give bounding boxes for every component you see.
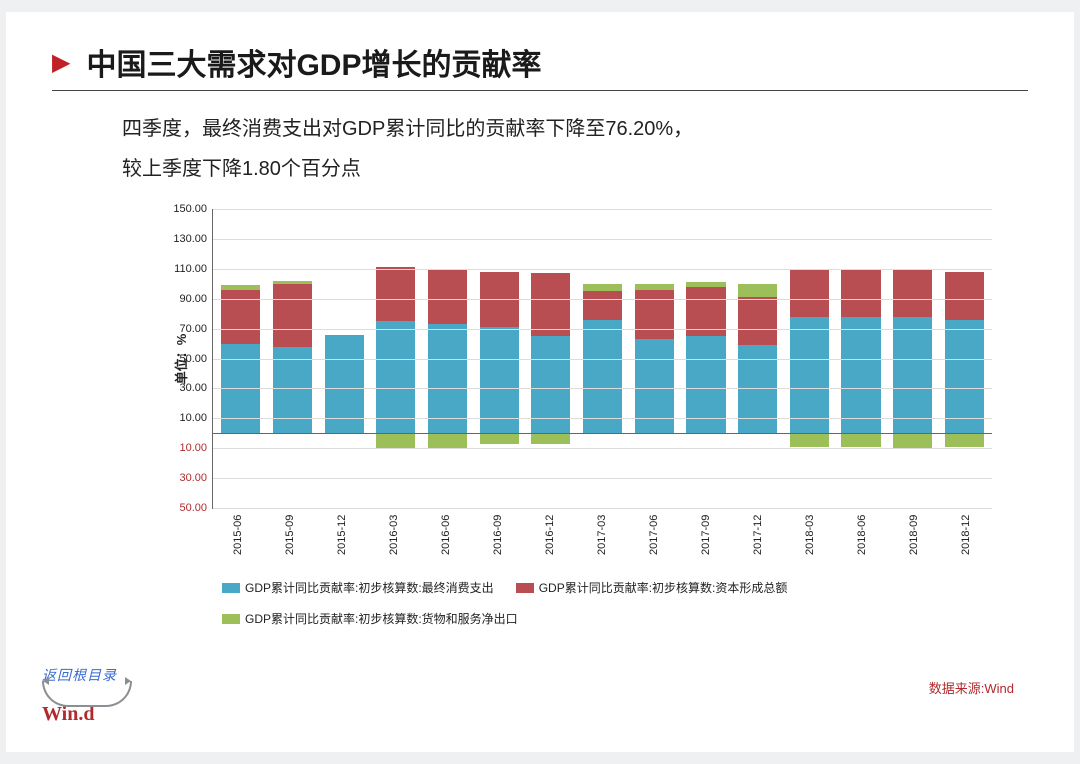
- y-tick-label: 50.00: [167, 502, 207, 514]
- body-line-2: 较上季度下降1.80个百分点: [122, 149, 1028, 189]
- y-tick-label: 130.00: [167, 233, 207, 245]
- page-title: 中国三大需求对GDP增长的贡献率: [86, 40, 541, 84]
- stacked-bar-chart: 单位：% 150.00130.00110.0090.0070.0050.0030…: [212, 209, 992, 509]
- bar-segment-netexport: [376, 433, 415, 448]
- bar-segment-consumption: [376, 321, 415, 433]
- bar-segment-capital: [635, 290, 674, 339]
- bar-segment-capital: [893, 269, 932, 317]
- legend-swatch-icon: [516, 583, 534, 593]
- bar-segment-capital: [790, 270, 829, 316]
- legend-swatch-icon: [222, 583, 240, 593]
- bar-segment-consumption: [893, 317, 932, 434]
- x-tick-label: 2016-09: [472, 513, 524, 569]
- x-tick-label: 2015-06: [212, 513, 264, 569]
- x-tick-label: 2018-03: [784, 513, 836, 569]
- legend-item-netexport: GDP累计同比贡献率:初步核算数:货物和服务净出口: [222, 610, 518, 627]
- y-tick-label: 30.00: [167, 472, 207, 484]
- gridline: [213, 269, 992, 270]
- bar-segment-capital: [841, 270, 880, 316]
- bar-segment-netexport: [531, 433, 570, 443]
- x-tick-label: 2018-06: [836, 513, 888, 569]
- bar-segment-netexport: [790, 433, 829, 446]
- y-tick-label: 150.00: [167, 203, 207, 215]
- gridline: [213, 418, 992, 419]
- body-text: 四季度，最终消费支出对GDP累计同比的贡献率下降至76.20%， 较上季度下降1…: [122, 109, 1028, 189]
- legend-item-consumption: GDP累计同比贡献率:初步核算数:最终消费支出: [222, 579, 494, 596]
- bar-segment-netexport: [428, 433, 467, 448]
- gridline: [213, 209, 992, 210]
- y-tick-label: 90.00: [167, 293, 207, 305]
- gridline: [213, 329, 992, 330]
- bar-segment-consumption: [428, 324, 467, 433]
- bar-segment-consumption: [790, 317, 829, 434]
- y-tick-label: 10.00: [167, 412, 207, 424]
- bar-segment-netexport: [893, 433, 932, 448]
- bar-segment-netexport: [273, 281, 312, 284]
- bar-segment-netexport: [635, 284, 674, 290]
- triangle-bullet-icon: ▶: [52, 48, 70, 77]
- bar-segment-netexport: [583, 284, 622, 291]
- x-tick-label: 2018-12: [940, 513, 992, 569]
- x-tick-label: 2015-12: [316, 513, 368, 569]
- bar-segment-capital: [428, 269, 467, 324]
- x-tick-label: 2015-09: [264, 513, 316, 569]
- x-tick-label: 2018-09: [888, 513, 940, 569]
- y-tick-label: 50.00: [167, 353, 207, 365]
- bar-segment-netexport: [480, 433, 519, 443]
- bar-segment-consumption: [945, 320, 984, 434]
- bar-segment-consumption: [583, 320, 622, 434]
- bar-segment-netexport: [738, 284, 777, 297]
- legend-item-capital: GDP累计同比贡献率:初步核算数:资本形成总额: [516, 579, 788, 596]
- gridline: [213, 448, 992, 449]
- logo-arc-icon: [42, 681, 132, 707]
- legend-label: GDP累计同比贡献率:初步核算数:资本形成总额: [539, 579, 788, 596]
- x-tick-label: 2017-09: [680, 513, 732, 569]
- y-tick-label: 110.00: [167, 263, 207, 275]
- chart-container: 单位：% 150.00130.00110.0090.0070.0050.0030…: [212, 209, 992, 627]
- legend-swatch-icon: [222, 614, 240, 624]
- data-source-label: 数据来源:Wind: [929, 678, 1014, 697]
- x-axis-labels: 2015-062015-092015-122016-032016-062016-…: [212, 513, 992, 569]
- bar-segment-capital: [531, 273, 570, 336]
- x-tick-label: 2017-06: [628, 513, 680, 569]
- bar-segment-netexport: [221, 285, 260, 289]
- gridline: [213, 239, 992, 240]
- x-tick-label: 2016-12: [524, 513, 576, 569]
- bar-segment-netexport: [686, 282, 725, 286]
- bar-segment-capital: [583, 291, 622, 319]
- y-tick-label: 30.00: [167, 382, 207, 394]
- gridline: [213, 508, 992, 509]
- y-tick-label: 70.00: [167, 323, 207, 335]
- chart-legend: GDP累计同比贡献率:初步核算数:最终消费支出 GDP累计同比贡献率:初步核算数…: [212, 579, 992, 627]
- gridline: [213, 359, 992, 360]
- bar-segment-capital: [273, 284, 312, 347]
- x-tick-label: 2016-06: [420, 513, 472, 569]
- bar-segment-capital: [945, 272, 984, 320]
- x-tick-label: 2017-03: [576, 513, 628, 569]
- gridline: [213, 299, 992, 300]
- y-tick-label: 10.00: [167, 442, 207, 454]
- bar-segment-netexport: [841, 433, 880, 446]
- slide: ▶ 中国三大需求对GDP增长的贡献率 四季度，最终消费支出对GDP累计同比的贡献…: [6, 12, 1074, 752]
- legend-label: GDP累计同比贡献率:初步核算数:货物和服务净出口: [245, 610, 518, 627]
- x-tick-label: 2017-12: [732, 513, 784, 569]
- body-line-1: 四季度，最终消费支出对GDP累计同比的贡献率下降至76.20%，: [122, 109, 1028, 149]
- zero-line: [213, 433, 992, 434]
- legend-label: GDP累计同比贡献率:初步核算数:最终消费支出: [245, 579, 494, 596]
- title-row: ▶ 中国三大需求对GDP增长的贡献率: [52, 40, 1028, 91]
- gridline: [213, 388, 992, 389]
- bar-segment-netexport: [945, 433, 984, 446]
- bar-segment-consumption: [841, 317, 880, 434]
- x-tick-label: 2016-03: [368, 513, 420, 569]
- bar-segment-consumption: [273, 347, 312, 434]
- gridline: [213, 478, 992, 479]
- logo-area: 返回根目录 Win.d: [42, 665, 132, 726]
- bar-segment-capital: [738, 297, 777, 345]
- bar-segment-capital: [376, 267, 415, 321]
